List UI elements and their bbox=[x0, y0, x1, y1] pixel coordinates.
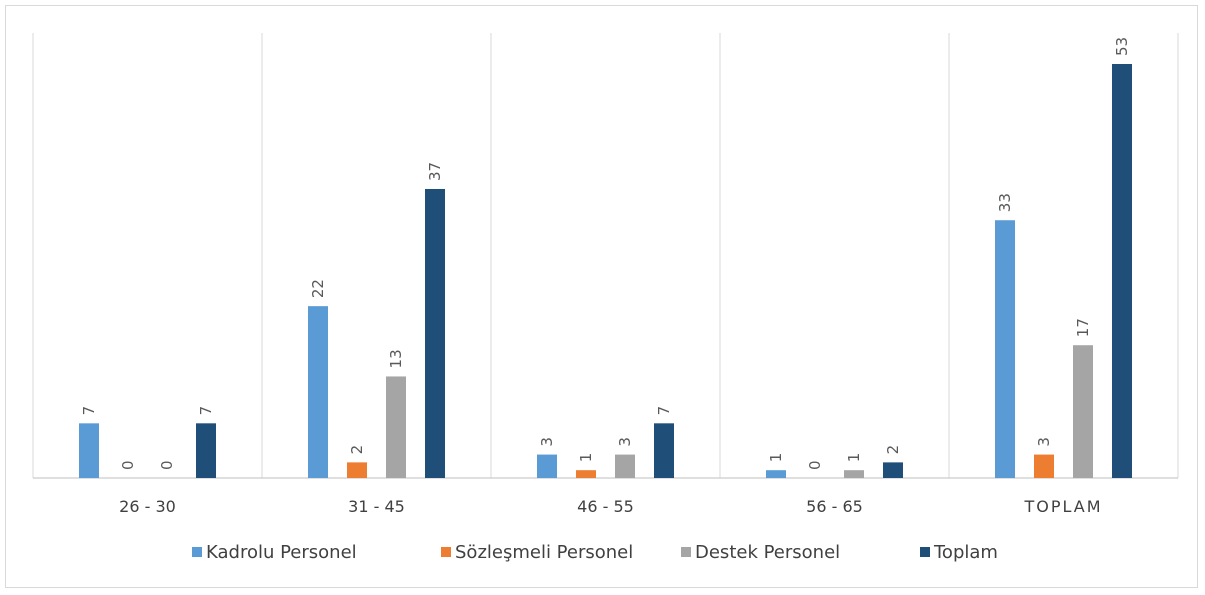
data-label: 7 bbox=[197, 406, 215, 416]
data-label: 1 bbox=[577, 453, 595, 463]
legend-swatch bbox=[441, 547, 451, 557]
category-label: 56 - 65 bbox=[806, 497, 863, 516]
bar bbox=[844, 470, 864, 478]
legend-swatch bbox=[681, 547, 691, 557]
data-label: 13 bbox=[387, 349, 405, 368]
legend-swatch bbox=[192, 547, 202, 557]
data-label: 0 bbox=[119, 460, 137, 470]
data-label: 3 bbox=[616, 437, 634, 447]
legend-swatch bbox=[920, 547, 930, 557]
data-label: 1 bbox=[845, 453, 863, 463]
bar bbox=[1073, 345, 1093, 478]
bar bbox=[308, 306, 328, 478]
bar bbox=[537, 454, 557, 478]
bar bbox=[347, 462, 367, 478]
data-label: 7 bbox=[655, 406, 673, 416]
bar bbox=[1034, 454, 1054, 478]
bar bbox=[883, 462, 903, 478]
legend-label: Toplam bbox=[933, 542, 998, 563]
data-label: 0 bbox=[806, 460, 824, 470]
data-label: 7 bbox=[80, 406, 98, 416]
data-label: 17 bbox=[1074, 318, 1092, 337]
bar bbox=[425, 188, 445, 478]
bar bbox=[615, 454, 635, 478]
category-label: 26 - 30 bbox=[119, 497, 176, 516]
bar bbox=[766, 470, 786, 478]
bar bbox=[1112, 64, 1132, 478]
legend-label: Sözleşmeli Personel bbox=[455, 542, 633, 563]
data-label: 1 bbox=[767, 453, 785, 463]
data-label: 0 bbox=[158, 460, 176, 470]
legend-label: Destek Personel bbox=[695, 542, 840, 563]
data-label: 22 bbox=[309, 279, 327, 298]
bar bbox=[654, 423, 674, 478]
bar bbox=[196, 423, 216, 478]
bar bbox=[995, 220, 1015, 478]
data-label: 2 bbox=[348, 445, 366, 455]
category-label: 31 - 45 bbox=[348, 497, 405, 516]
bar bbox=[576, 470, 596, 478]
data-label: 3 bbox=[538, 437, 556, 447]
bar bbox=[79, 423, 99, 478]
legend-label: Kadrolu Personel bbox=[206, 542, 357, 563]
data-label: 33 bbox=[996, 193, 1014, 212]
category-label: 46 - 55 bbox=[577, 497, 634, 516]
data-label: 37 bbox=[426, 162, 444, 181]
data-label: 3 bbox=[1035, 437, 1053, 447]
data-label: 53 bbox=[1113, 37, 1131, 56]
bar bbox=[386, 376, 406, 478]
data-label: 2 bbox=[884, 445, 902, 455]
category-label: TOPLAM bbox=[1023, 497, 1102, 516]
